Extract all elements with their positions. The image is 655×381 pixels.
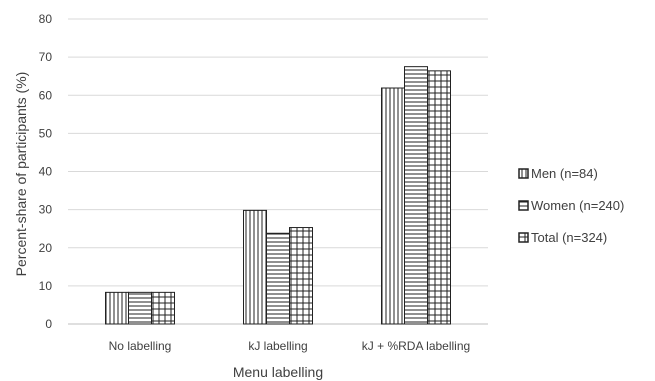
legend-swatch — [518, 232, 529, 243]
bar-vertical-lines-0 — [105, 291, 129, 325]
y-tick-label: 60 — [39, 88, 53, 102]
y-axis-title: Percent-share of participants (%) — [13, 72, 29, 277]
y-tick-label: 40 — [39, 165, 53, 179]
legend-label: Women (n=240) — [531, 198, 624, 213]
bar-vertical-lines-1 — [243, 209, 267, 325]
bars — [105, 66, 451, 325]
bar-vertical-lines-2 — [381, 87, 405, 325]
legend-label: Men (n=84) — [531, 166, 598, 181]
x-tick-label: kJ labelling — [248, 339, 307, 353]
bar-horizontal-lines-2 — [404, 66, 428, 325]
y-tick-label: 30 — [39, 203, 53, 217]
y-tick-label: 10 — [39, 279, 53, 293]
legend-swatch — [518, 200, 529, 211]
bar-grid-2 — [427, 70, 451, 325]
y-tick-label: 70 — [39, 50, 53, 64]
legend: Men (n=84) Women (n=240) Total (n=324) — [518, 166, 624, 245]
x-tick-label: kJ + %RDA labelling — [362, 339, 470, 353]
legend-label: Total (n=324) — [531, 230, 607, 245]
y-tick-label: 50 — [39, 126, 53, 140]
bar-grid-1 — [289, 227, 313, 325]
x-axis-ticks: No labelling kJ labelling kJ + %RDA labell… — [109, 339, 471, 353]
legend-swatch — [518, 168, 529, 179]
bar-horizontal-lines-1 — [266, 232, 290, 325]
y-tick-label: 80 — [39, 12, 53, 26]
bar-grid-0 — [151, 291, 175, 325]
y-tick-label: 0 — [45, 317, 52, 331]
y-tick-label: 20 — [39, 241, 53, 255]
bar-horizontal-lines-0 — [128, 291, 152, 325]
y-axis-ticks: 0 10 20 30 40 50 60 70 80 — [39, 12, 53, 331]
gridlines — [68, 18, 488, 325]
x-axis-title: Menu labelling — [233, 364, 323, 380]
x-tick-label: No labelling — [109, 339, 172, 353]
